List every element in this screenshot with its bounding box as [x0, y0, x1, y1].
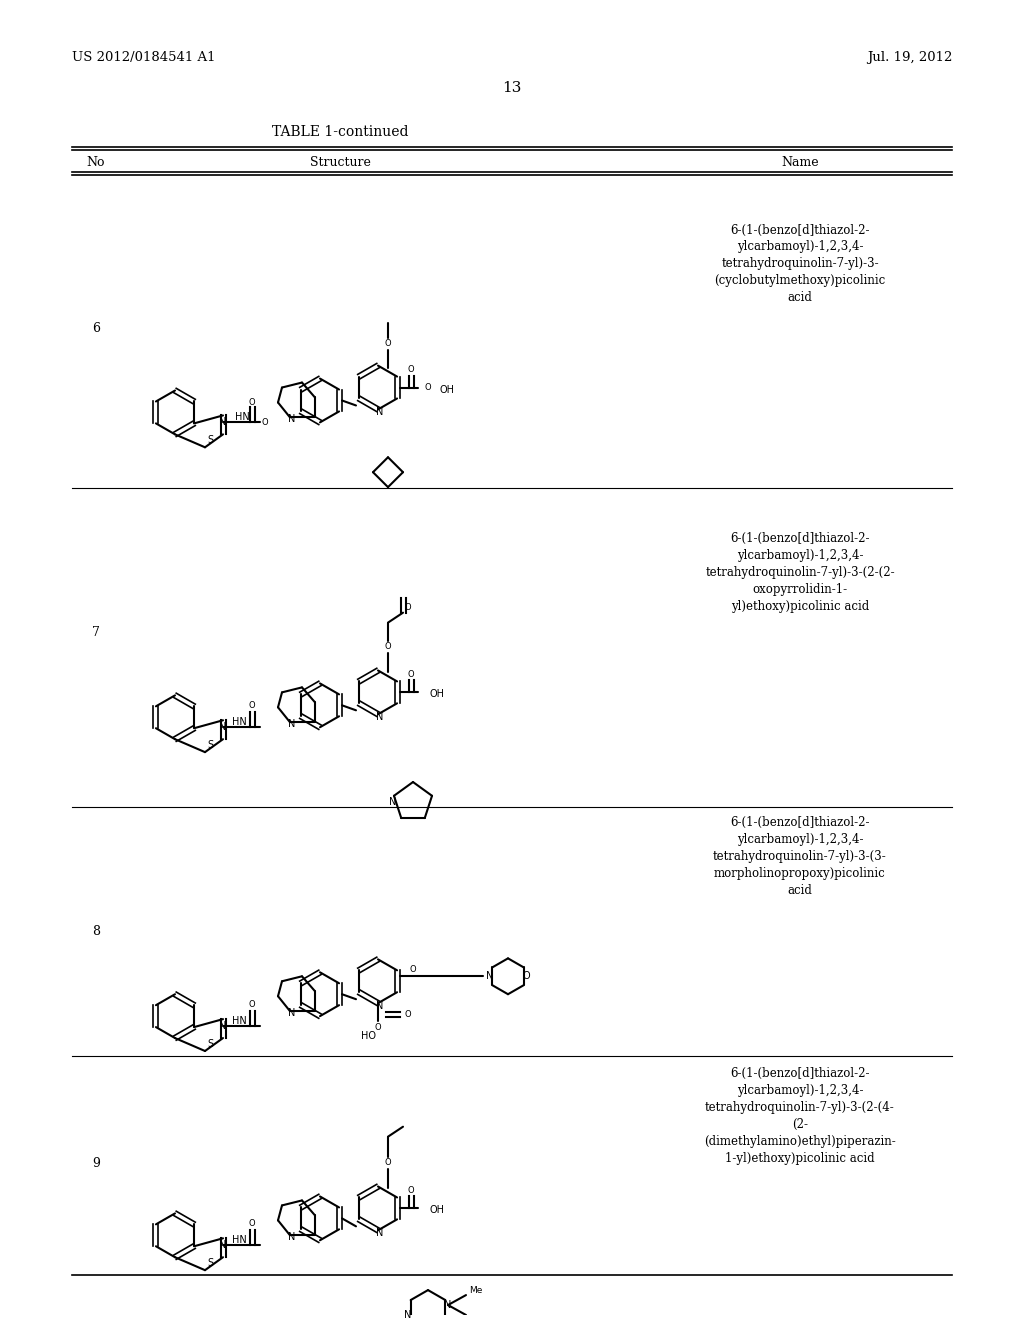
Text: Name: Name	[781, 156, 819, 169]
Text: O: O	[408, 1185, 415, 1195]
Text: O: O	[408, 671, 415, 678]
Text: N: N	[219, 1241, 226, 1250]
Text: O: O	[262, 418, 268, 426]
Text: HN: HN	[234, 412, 250, 422]
Text: O: O	[404, 603, 412, 612]
Text: S: S	[207, 1039, 213, 1049]
Text: N: N	[289, 1008, 296, 1018]
Text: N: N	[376, 408, 384, 417]
Text: O: O	[410, 965, 417, 974]
Text: N: N	[376, 1001, 384, 1011]
Text: No: No	[87, 156, 105, 169]
Text: N: N	[376, 713, 384, 722]
Text: 7: 7	[92, 626, 100, 639]
Text: 8: 8	[92, 925, 100, 939]
Text: OH: OH	[430, 1205, 445, 1216]
Text: Me: Me	[469, 1286, 482, 1295]
Text: N: N	[219, 722, 226, 733]
Text: N: N	[289, 1233, 296, 1242]
Text: N: N	[376, 1229, 384, 1238]
Text: N: N	[404, 1309, 412, 1320]
Text: HO: HO	[361, 1031, 376, 1041]
Text: 13: 13	[503, 81, 521, 95]
Text: TABLE 1-continued: TABLE 1-continued	[271, 124, 409, 139]
Text: Structure: Structure	[309, 156, 371, 169]
Text: O: O	[522, 972, 529, 981]
Text: O: O	[375, 1023, 381, 1032]
Text: 6-(1-(benzo[d]thiazol-2-
ylcarbamoyl)-1,2,3,4-
tetrahydroquinolin-7-yl)-3-
(cycl: 6-(1-(benzo[d]thiazol-2- ylcarbamoyl)-1,…	[715, 223, 886, 305]
Text: N: N	[289, 414, 296, 425]
Text: O: O	[404, 1010, 412, 1019]
Text: 6-(1-(benzo[d]thiazol-2-
ylcarbamoyl)-1,2,3,4-
tetrahydroquinolin-7-yl)-3-(2-(4-: 6-(1-(benzo[d]thiazol-2- ylcarbamoyl)-1,…	[705, 1067, 896, 1164]
Text: Jul. 19, 2012: Jul. 19, 2012	[866, 51, 952, 65]
Text: 6: 6	[92, 322, 100, 335]
Text: O: O	[249, 999, 255, 1008]
Text: O: O	[249, 701, 255, 710]
Text: N: N	[444, 1300, 452, 1309]
Text: S: S	[207, 436, 213, 445]
Text: O: O	[385, 642, 391, 651]
Text: OH: OH	[440, 384, 455, 395]
Text: HN: HN	[232, 1016, 247, 1026]
Text: HN: HN	[232, 717, 247, 727]
Text: N: N	[219, 1022, 226, 1031]
Text: S: S	[207, 1258, 213, 1269]
Text: N: N	[219, 417, 226, 428]
Text: O: O	[385, 339, 391, 348]
Text: HN: HN	[232, 1236, 247, 1245]
Text: N: N	[486, 972, 494, 981]
Text: N: N	[389, 797, 396, 807]
Text: 6-(1-(benzo[d]thiazol-2-
ylcarbamoyl)-1,2,3,4-
tetrahydroquinolin-7-yl)-3-(3-
mo: 6-(1-(benzo[d]thiazol-2- ylcarbamoyl)-1,…	[713, 816, 887, 898]
Text: OH: OH	[430, 689, 445, 700]
Text: O: O	[408, 366, 415, 374]
Text: 6-(1-(benzo[d]thiazol-2-
ylcarbamoyl)-1,2,3,4-
tetrahydroquinolin-7-yl)-3-(2-(2-: 6-(1-(benzo[d]thiazol-2- ylcarbamoyl)-1,…	[706, 532, 895, 614]
Text: O: O	[385, 1158, 391, 1167]
Text: 9: 9	[92, 1158, 100, 1170]
Text: O: O	[425, 383, 431, 392]
Text: S: S	[207, 741, 213, 750]
Text: N: N	[289, 719, 296, 729]
Text: O: O	[249, 1218, 255, 1228]
Text: O: O	[249, 397, 255, 407]
Text: US 2012/0184541 A1: US 2012/0184541 A1	[72, 51, 215, 65]
